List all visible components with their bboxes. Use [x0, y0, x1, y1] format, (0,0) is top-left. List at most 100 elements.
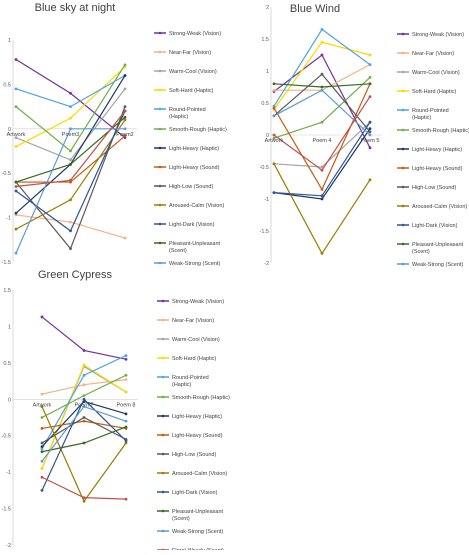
y-tick-label: -0.5 [2, 434, 11, 440]
data-point-round-pointed-haptic [69, 105, 72, 108]
legend-label: Weak-Strong (Scent) [412, 262, 463, 268]
data-point-smooth-rough-haptic [82, 394, 86, 398]
data-point-pleasant-unpleasant-scent [69, 162, 72, 166]
data-point-strong-weak-vision [368, 146, 372, 150]
legend-marker [158, 241, 162, 245]
y-tick-label: 2 [266, 5, 269, 11]
legend-label: Soft-Hard (Haptic) [169, 88, 213, 94]
data-point-pleasant-unpleasant-scent [320, 85, 324, 89]
data-point-light-heavy-sound [82, 419, 86, 423]
data-point-light-dark-vision [14, 189, 18, 193]
legend-marker [401, 242, 405, 246]
legend-marker [158, 222, 162, 226]
legend-marker [401, 204, 405, 208]
legend-label: Near-Far (Vision) [412, 51, 454, 57]
chart-green-cypress: Green Cypress 1.5 1 0.5 0 -0.5 -1 -1.5 -2 Artwork… [2, 269, 230, 554]
data-point-smooth-rough-haptic [272, 136, 276, 140]
data-point-warm-cool-vision [69, 158, 72, 162]
data-point-smooth-rough-haptic [14, 105, 18, 108]
legend-marker [158, 261, 162, 265]
legend-label: Soft-Hard (Haptic) [172, 356, 216, 362]
legend-label: Light-Dark (Vision) [172, 490, 218, 496]
legend-marker [401, 223, 405, 227]
data-point-aroused-calm-vision [123, 118, 127, 122]
y-tick-label: -0.5 [260, 165, 269, 171]
legend-marker [158, 31, 162, 35]
legend-label: Aroused-Calm (Vision) [172, 471, 227, 477]
y-tick-label: 1 [266, 69, 269, 75]
y-tick-label: -1 [264, 197, 269, 203]
legend-label: Round-Pointed [172, 375, 209, 381]
legend-marker [401, 262, 405, 266]
data-point-near-far-vision [272, 88, 276, 92]
legend-marker [161, 375, 165, 379]
y-tick-label: 0.5 [261, 101, 269, 107]
x-tick-label: Poem 4 [313, 138, 332, 144]
series-line-aroused-calm-vision [273, 163, 371, 255]
legend-marker [158, 50, 162, 54]
data-point-pleasant-unpleasant-scent [40, 450, 44, 454]
x-tick-label: Poem2 [116, 132, 133, 138]
y-tick-label: -0.5 [2, 171, 11, 177]
data-point-soft-hard-haptic [14, 145, 18, 148]
data-point-round-pointed-haptic [272, 104, 276, 108]
data-point-smooth-rough-haptic [69, 149, 72, 153]
y-tick-label: 0 [8, 127, 11, 133]
data-point-round-pointed-haptic [40, 447, 44, 451]
data-point-light-dark-vision [124, 439, 128, 443]
y-tick-label: -1 [6, 470, 11, 476]
data-point-strong-weak-vision [124, 357, 128, 361]
data-point-pleasant-unpleasant-scent [14, 180, 18, 184]
series-line-weak-strong-scent [273, 89, 371, 136]
data-point-weak-strong-scent [368, 133, 372, 137]
legend-marker [161, 509, 165, 513]
legend-marker [158, 165, 162, 169]
y-tick-label: 1 [8, 324, 11, 330]
y-tick-label: -2 [6, 543, 11, 549]
x-tick-label: Artwork [265, 138, 284, 144]
legend-label: Strong-Weak (Vision) [412, 32, 464, 38]
legend-label: Light-Dark (Vision) [412, 223, 458, 229]
data-point-light-heavy-haptic [123, 74, 127, 77]
data-point-aroused-calm-vision [368, 178, 372, 182]
legend-label: Smooth-Rough (Haptic) [412, 128, 469, 134]
data-point-light-dark-vision [368, 120, 372, 124]
legend-label: (Scent) [169, 248, 187, 254]
data-point-near-far-vision [40, 392, 44, 396]
data-point-light-heavy-sound [272, 106, 276, 110]
legend-marker [158, 146, 162, 150]
data-point-warm-cool-vision [320, 165, 324, 169]
legend-label: Near-Far (Vision) [169, 50, 211, 56]
legend-label: Pleasant-Unpleasant [412, 242, 464, 248]
data-point-smooth-rough-haptic [320, 120, 324, 124]
series-line-strong-weak-vision [15, 59, 126, 139]
chart-title: Green Cypress [38, 269, 112, 281]
data-point-strong-weak-vision [14, 58, 18, 61]
data-point-floral-woody-scent [123, 109, 127, 113]
x-tick-label: Artwork [7, 132, 26, 138]
legend-label: Round-Pointed [412, 108, 449, 114]
data-point-floral-woody-scent [124, 497, 128, 501]
data-point-pleasant-unpleasant-scent [272, 82, 276, 86]
data-point-soft-hard-haptic [69, 116, 72, 120]
legend-marker [161, 433, 165, 437]
data-point-round-pointed-haptic [320, 28, 324, 31]
legend-marker [401, 108, 405, 112]
data-point-light-dark-vision [320, 194, 324, 198]
series-line-light-heavy-sound [273, 83, 371, 191]
y-tick-label: -1 [6, 216, 11, 222]
legend-label: Weak-Strong (Scent) [169, 261, 220, 267]
data-point-weak-strong-scent [14, 251, 18, 255]
data-point-light-dark-vision [40, 488, 44, 492]
data-point-strong-weak-vision [40, 315, 44, 319]
legend-marker [158, 88, 162, 92]
data-point-strong-weak-vision [82, 349, 86, 352]
data-point-weak-strong-scent [320, 88, 324, 92]
legend-label: Smooth-Rough (Haptic) [172, 395, 230, 401]
data-point-smooth-rough-haptic [124, 373, 128, 377]
x-tick-label: Poem3 [62, 132, 79, 138]
data-point-light-dark-vision [69, 229, 72, 233]
legend-label: Light-Heavy (Sound) [412, 166, 463, 172]
data-point-floral-woody-scent [40, 475, 44, 479]
legend-label: High-Low (Sound) [169, 184, 213, 190]
